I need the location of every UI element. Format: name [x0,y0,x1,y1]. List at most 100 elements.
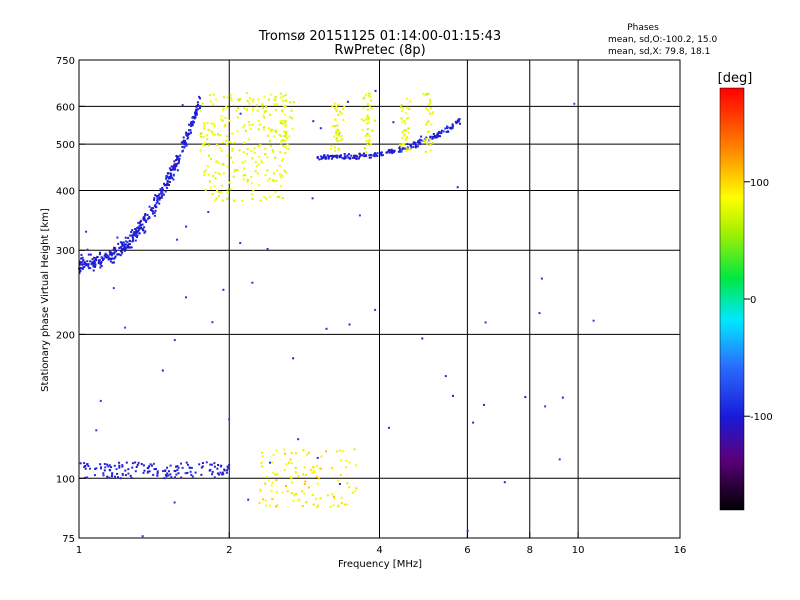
data-point [400,150,403,153]
data-point [168,184,170,186]
data-point [131,236,134,238]
data-point [224,124,227,127]
data-point [78,263,81,266]
data-point [267,479,270,482]
data-point [99,251,101,254]
data-point [80,253,83,256]
data-point [258,123,261,126]
data-point [158,193,161,196]
data-point [188,123,190,126]
data-point [200,135,203,138]
data-point [326,494,329,497]
data-point [103,469,106,472]
data-point [368,95,371,97]
data-point [121,464,124,467]
data-point [113,246,116,249]
data-point [400,104,403,107]
data-point [100,466,102,469]
data-point [356,155,359,158]
data-point [188,466,191,469]
data-point [295,493,298,495]
data-point [271,461,274,464]
data-point [190,131,192,134]
data-point [220,191,223,194]
data-point [345,459,348,462]
data-point [137,230,140,233]
data-point [369,92,372,95]
data-point [306,453,308,456]
data-point [320,158,323,160]
data-point [117,253,120,256]
data-point [127,472,130,475]
colorbar-label: [deg] [718,71,753,86]
data-point [281,197,284,199]
x-tick-label: 10 [572,545,585,556]
data-point [91,258,94,261]
data-point [228,140,231,143]
data-point [129,246,132,249]
data-point [272,150,275,153]
data-point [192,120,195,123]
data-point [200,473,203,476]
data-point [132,237,135,240]
data-point [133,231,136,234]
data-point [342,118,345,121]
data-point [135,229,138,231]
data-point [266,156,269,159]
data-point [215,160,218,163]
data-point [111,253,114,256]
data-point [142,229,145,232]
data-point [320,455,323,458]
data-point [292,357,295,360]
data-point [227,96,229,99]
data-point [113,464,116,467]
data-point [103,254,106,257]
data-point [142,216,145,219]
data-point [280,142,283,145]
data-point [426,131,429,133]
data-point [105,254,108,256]
data-point [376,152,379,155]
data-point [111,473,114,476]
data-point [81,261,84,264]
data-point [274,96,277,99]
data-point [380,154,383,157]
data-point [320,467,322,470]
data-point [339,474,342,476]
data-point [268,195,271,198]
data-point [157,195,160,198]
data-point [444,127,447,130]
data-point [276,169,279,172]
data-point [333,102,336,105]
data-point [231,147,234,150]
data-point [558,458,561,461]
data-point [442,130,445,133]
data-point [125,246,128,249]
data-point [221,163,224,166]
data-point [366,128,369,131]
data-point [420,139,423,142]
data-point [109,253,112,256]
data-point [201,462,204,464]
data-point [429,102,432,105]
data-point [290,476,293,479]
x-tick-label: 2 [226,545,232,556]
colorbar-tick-label: 100 [750,178,769,189]
data-point [210,122,213,125]
data-point [457,120,460,123]
data-point [188,129,190,132]
data-point [246,180,249,183]
data-point [89,260,92,263]
data-point [125,461,128,464]
data-point [335,134,338,137]
data-point [363,96,366,99]
data-point [297,499,300,502]
data-point [325,327,328,330]
data-point [405,146,408,149]
data-point [84,465,87,467]
data-point [180,476,183,479]
data-point [313,471,316,474]
data-point [260,159,263,162]
data-point [286,143,289,146]
data-point [148,216,151,218]
